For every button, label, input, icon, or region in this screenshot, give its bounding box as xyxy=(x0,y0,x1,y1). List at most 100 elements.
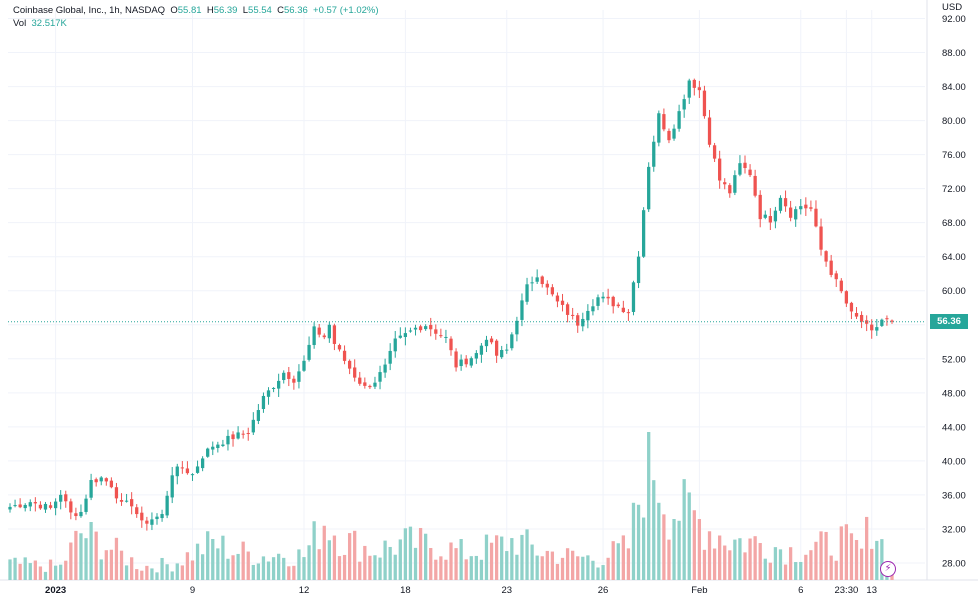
candle-body xyxy=(170,475,174,498)
candle-body xyxy=(373,382,377,387)
candle-body xyxy=(885,318,889,320)
volume-bar xyxy=(140,570,144,580)
candle-body xyxy=(378,372,382,382)
volume-bar xyxy=(206,531,210,580)
volume-bar xyxy=(707,531,712,580)
volume-bar xyxy=(474,555,478,580)
symbol-title[interactable]: Coinbase Global, Inc., 1h, NASDAQ xyxy=(13,5,166,16)
volume-bar xyxy=(576,556,580,580)
volume-bar xyxy=(581,556,585,580)
candle-body xyxy=(809,207,813,209)
candle-body xyxy=(337,345,342,350)
candle-body xyxy=(677,111,681,129)
x-tick-label: 13 xyxy=(866,585,877,596)
y-tick-label: 28.00 xyxy=(942,558,966,569)
candle-body xyxy=(748,169,752,176)
candle-body xyxy=(277,380,281,389)
volume-bar xyxy=(408,526,413,580)
y-tick-label: 80.00 xyxy=(942,116,966,127)
candle-body xyxy=(799,206,803,210)
candle-body xyxy=(236,432,240,439)
volume-bar xyxy=(429,548,433,580)
candle-body xyxy=(545,283,549,288)
volume-bar xyxy=(834,560,838,580)
volume-bar xyxy=(753,536,757,580)
candle-body xyxy=(216,444,220,449)
candle-body xyxy=(64,494,68,502)
y-tick-label: 64.00 xyxy=(942,252,966,263)
candle-body xyxy=(226,435,230,445)
volume-bar xyxy=(277,553,281,580)
candle-body xyxy=(657,113,661,143)
lightning-icon[interactable]: ⚡ xyxy=(880,561,896,577)
volume-bar xyxy=(565,548,570,580)
volume-row: Vol 32.517K xyxy=(13,17,379,30)
volume-bar xyxy=(150,568,154,580)
candle-body xyxy=(778,197,783,211)
candle-body xyxy=(221,444,225,446)
volume-bar xyxy=(510,538,514,580)
volume-bar xyxy=(525,529,529,580)
volume-bar xyxy=(535,555,539,580)
volume-bar xyxy=(723,545,727,580)
volume-bar xyxy=(459,539,463,580)
volume-bar xyxy=(418,527,423,580)
candle-body xyxy=(773,210,778,222)
volume-bar xyxy=(251,564,255,580)
volume-bar xyxy=(271,557,276,580)
candle-body xyxy=(175,466,179,477)
candle-body xyxy=(104,478,108,482)
volume-bar xyxy=(145,565,149,580)
volume-bar xyxy=(266,561,271,580)
volume-bar xyxy=(494,535,499,580)
volume-bar xyxy=(520,534,524,580)
y-tick-label: 48.00 xyxy=(942,388,966,399)
x-tick-label: 23 xyxy=(501,585,512,596)
candle-body xyxy=(576,315,580,326)
candle-body xyxy=(322,335,326,338)
volume-bar xyxy=(839,526,843,580)
candle-body xyxy=(18,504,22,508)
candle-body xyxy=(555,295,560,302)
currency-label[interactable]: USD xyxy=(942,2,963,13)
volume-bar xyxy=(383,540,387,580)
candle-body xyxy=(368,385,372,388)
candle-body xyxy=(494,340,499,356)
candle-body xyxy=(74,513,78,517)
volume-bar xyxy=(236,553,240,580)
volume-bar xyxy=(875,540,879,580)
volume-bar xyxy=(211,539,215,580)
candle-body xyxy=(114,487,119,499)
volume-bar xyxy=(814,541,818,580)
candle-body xyxy=(723,182,727,185)
volume-bar xyxy=(332,535,337,580)
volume-bar xyxy=(794,562,798,580)
volume-bar xyxy=(43,571,48,580)
volume-bar xyxy=(292,565,296,580)
x-tick-label: 23:30 xyxy=(834,585,858,596)
volume-bar xyxy=(403,528,408,580)
volume-bar xyxy=(130,557,134,580)
candle-body xyxy=(145,520,149,524)
candle-body xyxy=(388,350,392,364)
volume-bar xyxy=(114,537,119,580)
candle-body xyxy=(8,506,12,510)
volume-bar xyxy=(647,432,651,580)
candle-body xyxy=(429,324,433,330)
candle-body xyxy=(631,282,636,312)
candle-body xyxy=(702,90,707,117)
candle-body xyxy=(347,360,352,369)
volume-bar xyxy=(256,563,261,580)
candle-body xyxy=(165,495,169,516)
volume-bar xyxy=(464,559,468,580)
candle-body xyxy=(246,433,250,435)
candle-body xyxy=(819,226,823,250)
candle-body xyxy=(413,327,418,330)
volume-bar xyxy=(773,547,778,580)
candle-body xyxy=(834,273,838,280)
volume-bar xyxy=(672,519,676,580)
volume-bar xyxy=(854,540,859,580)
candle-body xyxy=(753,175,757,196)
